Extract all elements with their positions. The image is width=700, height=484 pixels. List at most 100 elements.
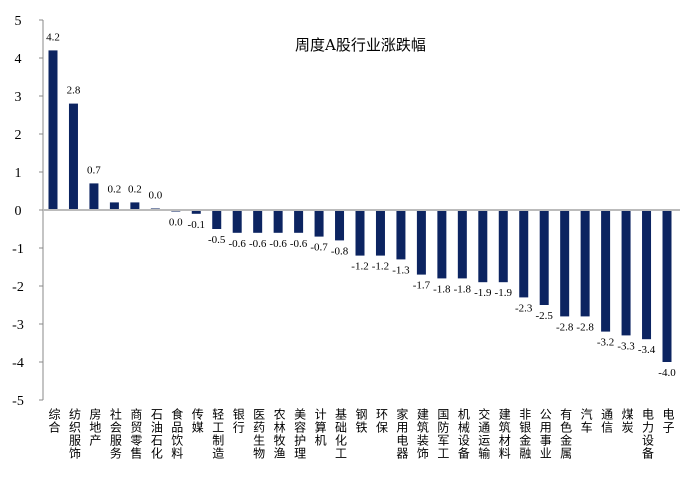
x-tick-label: 基础化工 [333, 408, 348, 460]
x-tick-label: 食品饮料 [169, 408, 184, 460]
bar [642, 210, 652, 340]
x-tick-label: 公用事业 [538, 408, 553, 460]
x-tick-label: 非银金融 [517, 408, 532, 460]
data-label: -1.2 [372, 261, 389, 273]
bar [457, 210, 467, 279]
bar [68, 103, 78, 210]
bar [355, 210, 365, 256]
bar [130, 202, 140, 210]
data-label: -2.8 [576, 321, 594, 333]
x-tick-label: 交通运输 [476, 408, 491, 460]
bar [273, 210, 283, 233]
data-label: -1.7 [413, 280, 431, 292]
y-tick-label: -1 [12, 242, 24, 257]
data-label: -0.6 [249, 238, 267, 250]
data-label: -1.8 [454, 283, 472, 295]
y-tick-label: 0 [15, 204, 22, 219]
data-label: -0.6 [290, 238, 308, 250]
x-tick-label: 国防军工 [435, 408, 450, 460]
bar [519, 210, 529, 298]
bar [498, 210, 508, 283]
bar [560, 210, 570, 317]
bar [437, 210, 447, 279]
x-tick-label: 计算机 [313, 408, 328, 447]
x-tick-label: 煤炭 [620, 408, 635, 434]
x-tick-label: 汽车 [579, 408, 594, 434]
x-tick-label: 建筑装饰 [415, 408, 430, 460]
x-tick-label: 美容护理 [292, 408, 307, 460]
y-tick-label: 4 [15, 52, 22, 67]
bar [396, 210, 406, 260]
y-tick-label: 5 [15, 14, 22, 29]
x-tick-label: 传媒 [190, 408, 205, 434]
data-label: -2.8 [556, 321, 574, 333]
y-tick-label: -5 [12, 394, 24, 409]
y-tick-label: 2 [15, 128, 22, 143]
x-tick-label: 建筑材料 [497, 408, 512, 460]
x-tick-label: 综合 [47, 408, 61, 434]
data-label: -0.5 [208, 234, 226, 246]
bar [601, 210, 611, 332]
x-tick-label: 社会服务 [108, 408, 123, 460]
bar [478, 210, 488, 283]
x-tick-label: 医药生物 [251, 408, 266, 460]
data-label: -0.7 [310, 242, 328, 254]
data-label: 0.2 [128, 183, 142, 195]
x-tick-label: 钢铁 [354, 408, 368, 434]
x-tick-label: 机械设备 [456, 408, 471, 460]
y-tick-label: 3 [15, 90, 22, 105]
x-tick-label: 电子 [661, 408, 675, 434]
x-tick-label: 电力设备 [640, 408, 655, 460]
data-label: 0.0 [148, 189, 162, 201]
bar [232, 210, 242, 233]
data-label: 0.7 [87, 164, 101, 176]
x-tick-label: 农林牧渔 [272, 408, 287, 460]
y-tick-label: 1 [15, 166, 22, 181]
x-tick-label: 有色金属 [558, 408, 573, 460]
bar [109, 202, 119, 210]
data-label: -3.4 [638, 344, 656, 356]
data-label: 4.2 [46, 31, 60, 43]
bar [314, 210, 324, 237]
bar [89, 183, 99, 210]
data-label: 0.0 [169, 217, 183, 229]
y-tick-label: -4 [12, 356, 24, 371]
chart-title: 周度A股行业涨跌幅 [295, 36, 426, 54]
bar [48, 50, 58, 211]
data-label: -2.3 [515, 302, 533, 314]
x-tick-label: 银行 [231, 408, 246, 434]
bar [335, 210, 345, 241]
bar [191, 210, 201, 214]
data-label: -3.2 [597, 337, 614, 349]
data-label: -0.6 [228, 238, 246, 250]
data-label: -0.1 [188, 219, 205, 231]
data-label: -1.8 [433, 283, 451, 295]
bar [539, 210, 549, 305]
x-tick-label: 环保 [374, 408, 389, 434]
bar [294, 210, 304, 233]
bar [212, 210, 222, 229]
x-tick-label: 通信 [599, 408, 614, 434]
bar [662, 210, 672, 362]
data-label: -1.9 [495, 287, 513, 299]
bar [621, 210, 631, 336]
data-label: 2.8 [67, 85, 81, 97]
data-label: -1.2 [351, 261, 368, 273]
x-tick-label: 纺织服饰 [67, 408, 82, 460]
bar [375, 210, 385, 256]
y-tick-label: -3 [12, 318, 24, 333]
x-tick-label: 房地产 [87, 408, 102, 447]
bar [253, 210, 263, 233]
bar [416, 210, 426, 275]
data-label: -4.0 [658, 367, 676, 379]
x-tick-label: 商贸零售 [128, 408, 143, 460]
x-tick-label: 轻工制造 [210, 408, 225, 460]
data-label: -1.3 [392, 264, 410, 276]
data-label: -0.6 [269, 238, 287, 250]
data-label: -2.5 [535, 310, 553, 322]
x-tick-label: 石油石化 [149, 408, 164, 460]
x-tick-label: 家用电器 [394, 408, 409, 460]
data-label: -1.9 [474, 287, 492, 299]
bar [580, 210, 590, 317]
